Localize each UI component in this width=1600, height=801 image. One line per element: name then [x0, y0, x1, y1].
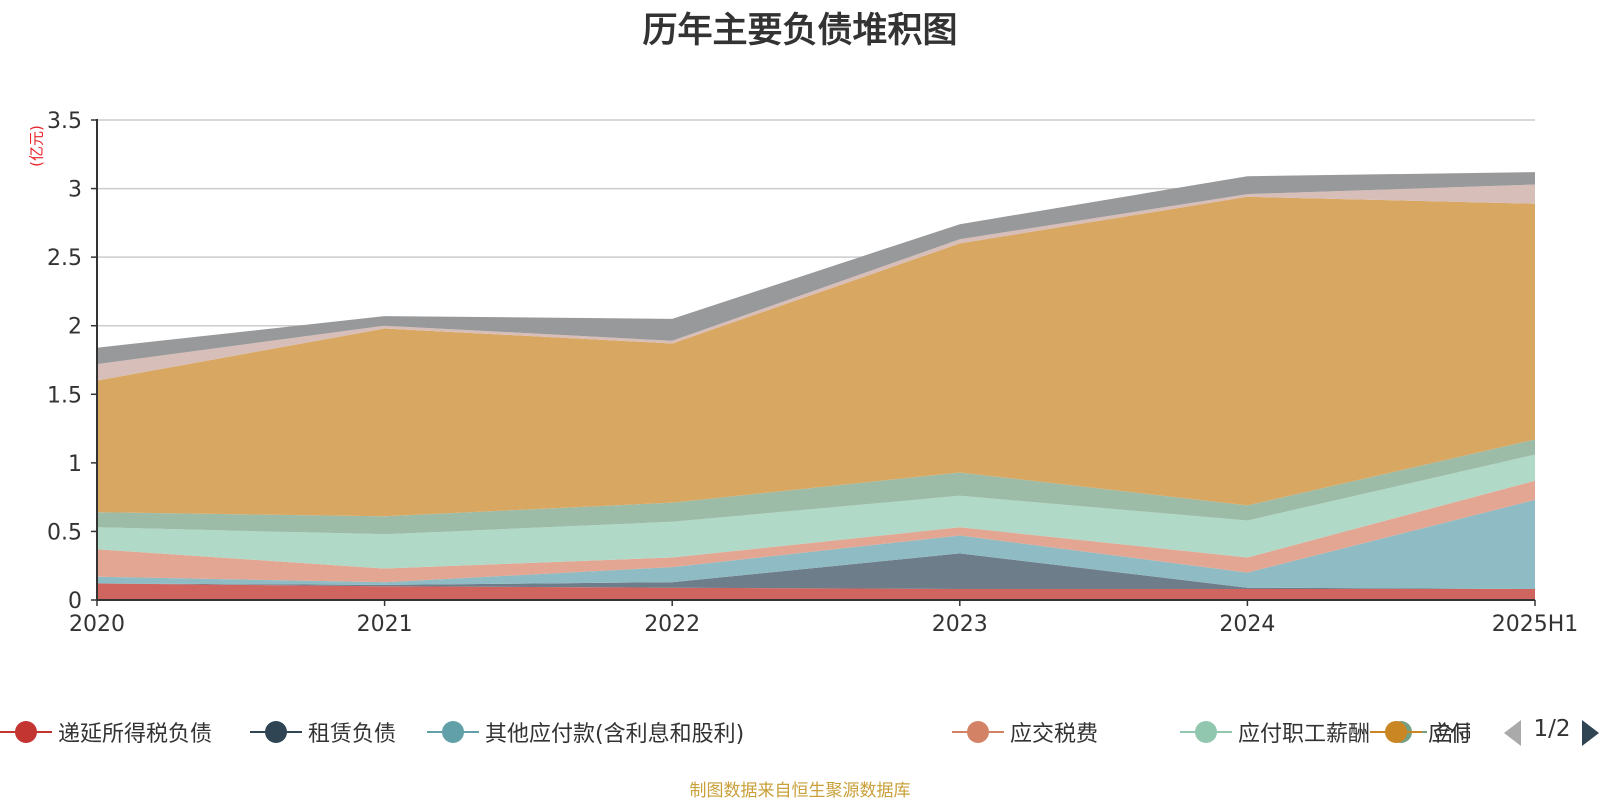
y-tick-label: 2: [68, 315, 82, 340]
area-series-3[interactable]: [97, 480, 1535, 583]
legend-label: 应付账款: [1428, 722, 1470, 747]
legend-marker-icon: [250, 712, 302, 752]
legend-item[interactable]: 应交税费: [952, 712, 1098, 752]
y-tick-label: 3.5: [47, 109, 82, 134]
axes: 0 0.5 1 1.5 2 2.5 3 3.5 2020 2021 2022 2023 2024 2025…: [47, 109, 1578, 637]
area-series-4[interactable]: [97, 454, 1535, 569]
legend-item[interactable]: 租赁负债: [250, 712, 396, 752]
legend-item[interactable]: 应付账款: [1370, 712, 1470, 752]
legend-label: 递延所得税负债: [58, 722, 213, 747]
area-series-1[interactable]: [97, 553, 1535, 589]
legend-label: 应交税费: [1010, 722, 1099, 747]
x-tick-label: 2025H1: [1492, 612, 1579, 637]
area-series-8[interactable]: [97, 172, 1535, 365]
area-series-6[interactable]: [97, 196, 1535, 517]
x-tick-label: 2022: [644, 612, 700, 637]
legend-prev-page-icon[interactable]: [1504, 720, 1521, 746]
legend-label: 应付职工薪酬: [1238, 722, 1371, 747]
source-note: 制图数据来自恒生聚源数据库: [689, 781, 911, 801]
area-series-5[interactable]: [97, 439, 1535, 535]
y-tick-label: 0.5: [47, 520, 82, 545]
x-tick-label: 2021: [357, 612, 413, 637]
legend-item[interactable]: 递延所得税负债: [0, 712, 212, 752]
x-tick-label: 2020: [69, 612, 125, 637]
area-series-0[interactable]: [97, 583, 1535, 601]
legend: 递延所得税负债 租赁负债 其他应付款(含利息和股利) 应交税费 应付职工薪酬 合同负债应付…: [0, 712, 1600, 752]
legend-label: 其他应付款(含利息和股利): [485, 722, 745, 747]
area-series: [97, 172, 1535, 600]
legend-next-page-icon[interactable]: [1582, 720, 1599, 746]
y-tick-label: 1.5: [47, 383, 82, 408]
x-tick-label: 2024: [1219, 612, 1275, 637]
legend-marker-icon: [427, 712, 479, 752]
y-tick-label: 1: [68, 452, 82, 477]
chart-title: 历年主要负债堆积图: [642, 11, 958, 51]
x-tick-label: 2023: [932, 612, 988, 637]
area-series-7[interactable]: [97, 184, 1535, 381]
legend-item[interactable]: 应付职工薪酬: [1180, 712, 1370, 752]
legend-label: 租赁负债: [308, 722, 397, 747]
legend-marker-icon: [1180, 712, 1232, 752]
legend-marker-icon: [1370, 712, 1422, 752]
y-tick-label: 0: [68, 589, 82, 614]
legend-pager: 1/2: [1496, 712, 1600, 752]
legend-items: 递延所得税负债 租赁负债 其他应付款(含利息和股利) 应交税费 应付职工薪酬 合同负债应付…: [0, 712, 1470, 752]
legend-label: 合同负债: [1433, 722, 1470, 747]
y-tick-label: 2.5: [47, 246, 82, 271]
legend-marker-icon: [0, 712, 52, 752]
legend-page-indicator: 1/2: [1533, 716, 1571, 742]
legend-marker-icon: [952, 712, 1004, 752]
legend-item[interactable]: 其他应付款(含利息和股利): [427, 712, 744, 752]
y-tick-label: 3: [68, 178, 82, 203]
area-series-2[interactable]: [97, 499, 1535, 589]
